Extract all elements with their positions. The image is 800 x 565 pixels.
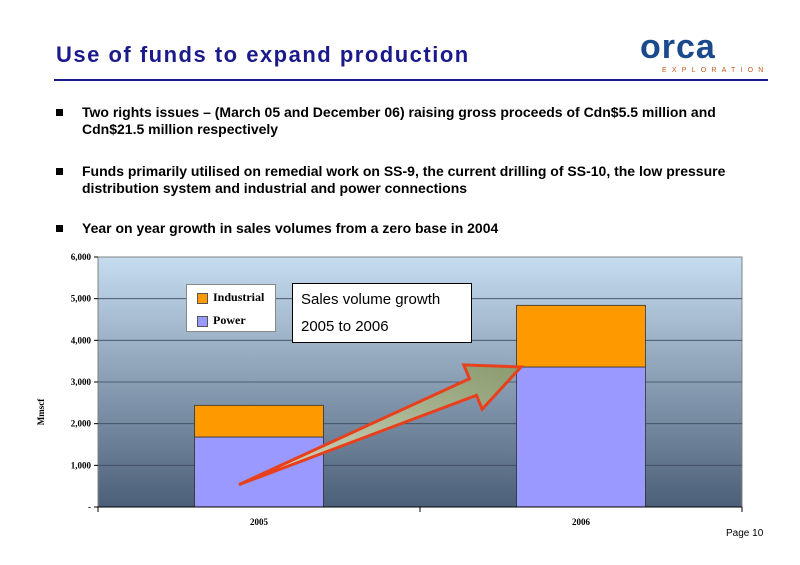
callout-line-2: 2005 to 2006 — [301, 318, 389, 335]
chart-legend: Industrial Power — [186, 284, 276, 332]
bar-power-2005 — [194, 436, 324, 508]
bar-industrial-2005 — [194, 404, 324, 438]
logo-subtitle: EXPLORATION — [662, 67, 769, 74]
legend-swatch-power — [197, 316, 208, 327]
square-bullet-icon — [56, 225, 63, 232]
bar-power-2006 — [516, 366, 646, 508]
y-tick-label: 3,000 — [71, 377, 92, 387]
x-tick-label: 2006 — [572, 517, 591, 527]
bullet-item: Year on year growth in sales volumes fro… — [56, 220, 498, 237]
orca-logo: orca EXPLORATION — [640, 30, 770, 76]
y-tick-label: 5,000 — [71, 294, 92, 304]
y-tick-label: 2,000 — [71, 419, 92, 429]
bullet-item: Two rights issues – (March 05 and Decemb… — [56, 104, 768, 138]
legend-swatch-industrial — [197, 293, 208, 304]
callout-box: Sales volume growth 2005 to 2006 — [292, 283, 472, 343]
y-tick-label: - — [88, 502, 91, 512]
y-tick-label: 1,000 — [71, 460, 92, 470]
bullet-text: Funds primarily utilised on remedial wor… — [82, 163, 726, 196]
y-tick-label: 4,000 — [71, 335, 92, 345]
square-bullet-icon — [56, 109, 63, 116]
growth-arrow — [238, 363, 525, 487]
y-tick-label: 6,000 — [71, 252, 92, 262]
sales-volume-chart: - 1,000 2,000 3,000 4,000 5,000 6,000 Mmscf 2005… — [36, 252, 743, 527]
y-axis-label: Mmscf — [36, 398, 46, 425]
bullet-text: Year on year growth in sales volumes fro… — [82, 220, 499, 236]
square-bullet-icon — [56, 168, 63, 175]
slide-title: Use of funds to expand production — [56, 42, 470, 67]
bullet-text: Two rights issues – (March 05 and Decemb… — [82, 104, 716, 137]
bar-industrial-2006 — [516, 304, 646, 368]
legend-label: Power — [213, 313, 246, 327]
bullet-item: Funds primarily utilised on remedial wor… — [56, 163, 768, 197]
page-number: Page 10 — [726, 528, 764, 539]
x-tick-label: 2005 — [250, 517, 269, 527]
logo-wordmark: orca — [640, 28, 716, 66]
title-divider — [54, 79, 768, 81]
legend-label: Industrial — [213, 290, 265, 304]
axes: - 1,000 2,000 3,000 4,000 5,000 6,000 Mmscf 2005… — [36, 252, 743, 527]
growth-arrow-shape — [238, 363, 525, 487]
callout-line-1: Sales volume growth — [301, 291, 441, 308]
